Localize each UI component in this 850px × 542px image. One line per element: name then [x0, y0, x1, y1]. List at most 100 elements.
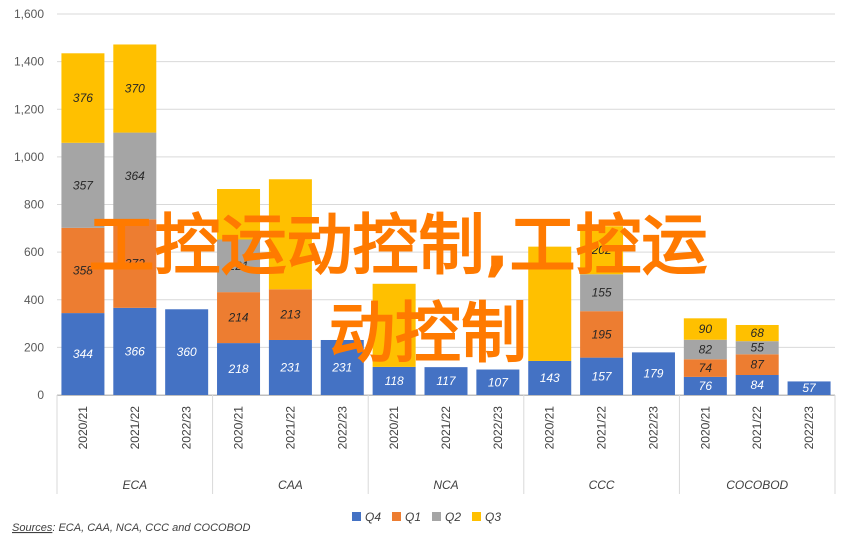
data-label: 357 [73, 178, 94, 192]
data-label: 74 [699, 361, 713, 375]
legend-swatch-q4 [352, 512, 361, 521]
data-label: 155 [592, 286, 612, 300]
x-tick-label: 2021/22 [595, 406, 609, 450]
data-label: 87 [751, 358, 766, 372]
bar-segment-q1 [580, 311, 624, 358]
y-tick-label: 1,200 [14, 102, 44, 116]
bar-segment-q1 [61, 227, 105, 314]
bar-segment-q3 [528, 246, 572, 361]
x-tick-label: 2021/22 [283, 406, 297, 450]
bar-segment-q4 [61, 313, 105, 395]
watermark-line-1: 工控运动控制,工控运 [88, 207, 707, 284]
bar-segment-q2 [735, 341, 779, 355]
legend-label: Q2 [445, 510, 461, 524]
bar-segment-q1 [113, 219, 157, 308]
y-tick-label: 400 [24, 293, 44, 307]
data-label: 358 [73, 263, 93, 277]
x-tick-label: 2022/23 [646, 406, 660, 450]
data-label: 366 [125, 344, 145, 358]
legend-swatch-q3 [472, 512, 481, 521]
bar-segment-q4 [787, 381, 831, 395]
bar-segment-q4 [580, 357, 624, 395]
x-tick-label: 2021/22 [750, 406, 764, 450]
group-label: NCA [433, 478, 458, 492]
bar-segment-q4 [476, 369, 520, 395]
bar-segment-q3 [580, 226, 624, 275]
data-label: 195 [592, 327, 612, 341]
data-label: 143 [540, 371, 560, 385]
bar-segment-q3 [217, 189, 261, 240]
data-label: 82 [699, 343, 713, 357]
legend-swatch-q1 [392, 512, 401, 521]
data-label: 360 [177, 345, 197, 359]
bar-segment-q1 [683, 359, 727, 377]
data-label: 372 [125, 257, 145, 271]
x-axis: 2020/21 2021/22 2022/23 2020/21 2021/22 2022/… [56, 395, 836, 494]
data-labels: 344 358 357 376 366 372 364 370 360 218 214 221 231 2… [73, 82, 817, 396]
data-label: 370 [125, 82, 145, 96]
bar-segment-q4 [165, 309, 209, 395]
y-axis-ticks: 0 200 400 600 800 1,000 1,200 1,400 1,600 [14, 7, 44, 402]
group-label: CCC [589, 478, 615, 492]
x-tick-label: 2020/21 [76, 406, 90, 450]
data-label: 68 [751, 326, 765, 340]
y-tick-label: 600 [24, 245, 44, 259]
data-label: 364 [125, 169, 145, 183]
bar-segment-q2 [61, 142, 105, 228]
watermark: 工控运动控制,工控运 动控制 [88, 207, 707, 372]
data-label: 55 [751, 341, 765, 355]
data-label: 202 [591, 243, 612, 257]
data-label: 344 [73, 347, 93, 361]
data-label: 214 [228, 311, 249, 325]
bar-segment-q4 [528, 360, 572, 395]
x-tick-label: 2022/23 [491, 406, 505, 450]
bar-segment-q4 [320, 339, 364, 395]
bar-segment-q4 [735, 374, 779, 395]
y-tick-label: 0 [37, 388, 44, 402]
x-tick-label: 2021/22 [439, 406, 453, 450]
bars [61, 44, 831, 395]
x-tick-label: 2022/23 [335, 406, 349, 450]
bar-segment-q4 [424, 367, 468, 395]
bar-segment-q4 [631, 352, 675, 395]
watermark-line-2: 动控制 [329, 295, 527, 372]
x-tick-label: 2021/22 [128, 406, 142, 450]
legend: Q4 Q1 Q2 Q3 [352, 510, 501, 524]
data-label: 376 [73, 91, 93, 105]
bar-segment-q4 [372, 366, 416, 395]
y-tick-label: 1,600 [14, 7, 44, 21]
data-label: 84 [751, 378, 765, 392]
data-label: 221 [228, 259, 249, 273]
bar-segment-q2 [683, 339, 727, 360]
bar-segment-q4 [683, 376, 727, 395]
group-label: CAA [278, 478, 303, 492]
source-note: Sources: ECA, CAA, NCA, CCC and COCOBOD [12, 522, 250, 534]
x-tick-label: 2020/21 [543, 406, 557, 450]
data-label: 179 [643, 367, 663, 381]
bar-segment-q1 [268, 289, 312, 340]
x-tick-label: 2020/21 [232, 406, 246, 450]
bar-segment-q4 [113, 307, 157, 395]
data-label: 90 [699, 322, 713, 336]
data-label: 117 [436, 374, 456, 388]
group-label: ECA [122, 478, 147, 492]
y-tick-label: 800 [24, 198, 44, 212]
y-tick-label: 1,000 [14, 150, 44, 164]
data-label: 218 [228, 362, 249, 376]
bar-segment-q3 [735, 324, 779, 342]
data-label: 213 [279, 308, 300, 322]
y-tick-label: 200 [24, 340, 44, 354]
bar-segment-q2 [113, 132, 157, 220]
legend-label: Q4 [365, 510, 381, 524]
legend-label: Q1 [405, 510, 421, 524]
bar-segment-q4 [217, 343, 261, 395]
legend-swatch-q2 [432, 512, 441, 521]
x-tick-label: 2022/23 [802, 406, 816, 450]
data-label: 107 [488, 375, 509, 389]
bar-segment-q3 [113, 44, 157, 133]
x-tick-label: 2022/23 [180, 406, 194, 450]
legend-label: Q3 [485, 510, 501, 524]
data-label: 157 [592, 369, 613, 383]
y-tick-label: 1,400 [14, 55, 44, 69]
bar-segment-q1 [217, 292, 261, 344]
